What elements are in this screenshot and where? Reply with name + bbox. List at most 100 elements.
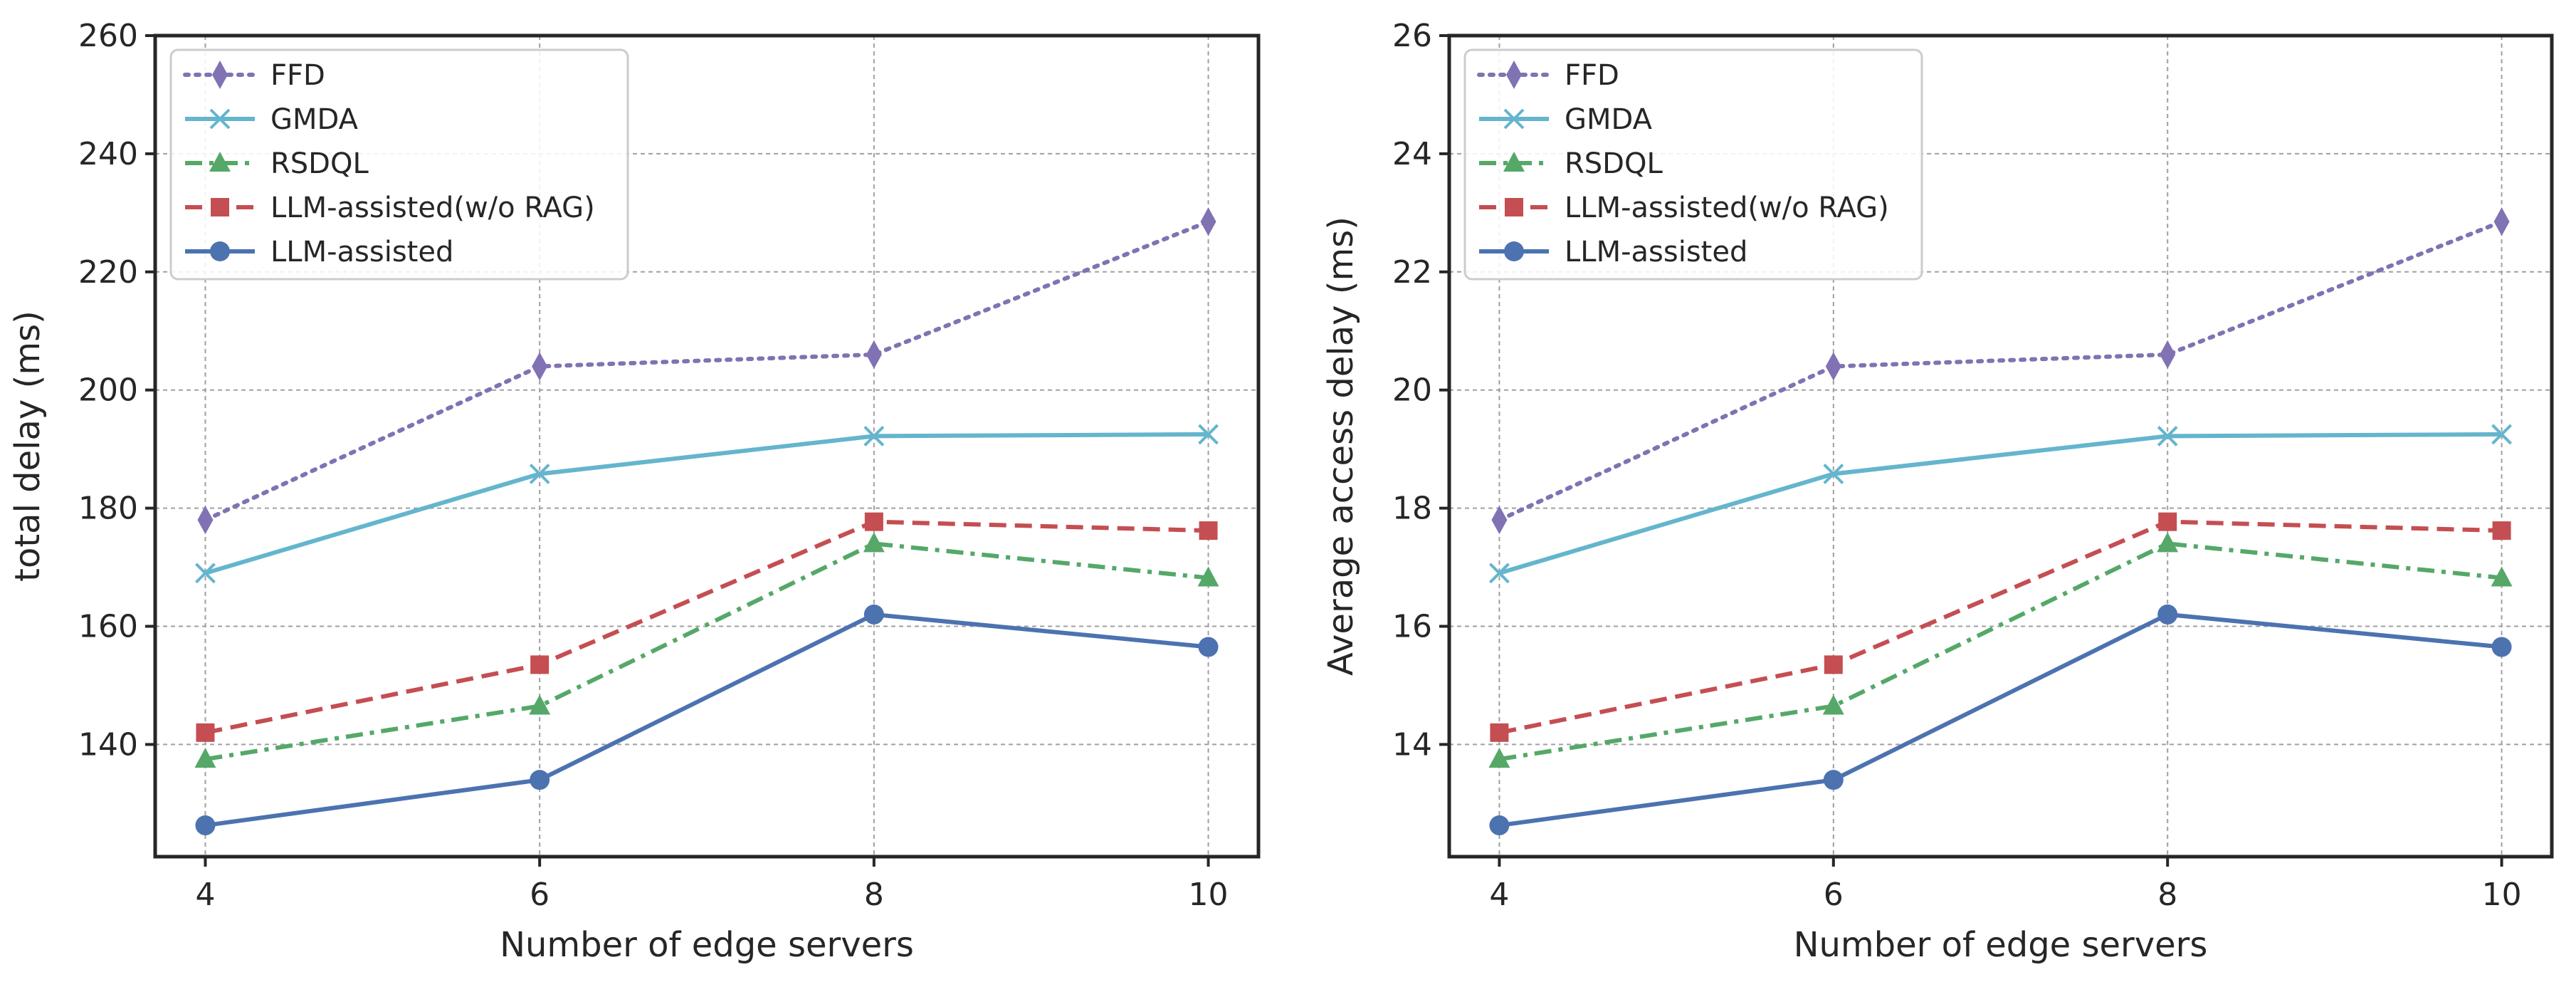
x-axis-title: Number of edge servers [1794,925,2208,965]
y-tick-label: 140 [78,726,138,763]
legend: FFD GMDA RSDQL LLM-assisted(w/o RAG) LLM-ass… [1463,48,1923,281]
legend-label: GMDA [1565,103,1653,136]
legend: FFD GMDA RSDQL LLM-assisted(w/o RAG) LLM-ass… [169,48,629,281]
data-point [1824,655,1843,674]
y-tick-label: 20 [1392,372,1432,409]
legend-label: LLM-assisted(w/o RAG) [1565,192,1889,224]
x-tick-label: 8 [864,877,884,913]
legend-label: LLM-assisted [270,236,453,268]
data-point [529,694,551,715]
data-point [2157,604,2178,625]
legend-label: GMDA [270,103,359,136]
data-point [2158,512,2177,531]
y-tick-label: 260 [78,18,138,54]
legend-marker [1503,152,1525,172]
x-tick-label: 4 [1489,877,1509,913]
legend-marker [209,152,231,172]
data-point [1823,464,1844,484]
y-axis-title: Average access delay (ms) [1321,216,1361,676]
data-point [863,532,885,553]
data-point [1490,723,1509,742]
legend-marker [1504,241,1524,261]
chart-panel-2: 14 16 18 20 22 24 26 4 6 8 10 Number of edge server… [1321,18,2554,965]
axes-frame [153,33,1261,859]
x-tick-label: 10 [1189,877,1229,913]
series-line-llm-assisted-w-o-rag- [1498,519,2502,735]
data-point [1822,694,1844,715]
legend-marker [212,61,228,89]
data-point [1199,521,1218,540]
x-axis-title: Number of edge servers [500,925,914,965]
legend-marker [1503,108,1525,130]
data-point [1197,566,1219,587]
chart-panel-1: 140 160 180 200 220 240 260 4 6 8 10 Number of edge… [8,18,1261,965]
data-point [532,352,548,381]
data-point [529,464,550,484]
y-axis-title: total delay (ms) [8,310,48,582]
y-tick-label: 16 [1392,608,1432,644]
data-point [2491,566,2513,587]
legend-marker [210,241,230,261]
y-tick-label: 220 [78,254,138,291]
data-point [2491,424,2513,445]
x-tick-label: 6 [1824,877,1844,913]
data-point [2157,532,2179,553]
legend-label: FFD [1565,59,1619,92]
y-tick-label: 160 [78,608,138,644]
data-point [197,506,214,535]
data-point [1198,637,1219,657]
x-tick-label: 8 [2157,877,2177,913]
data-point [194,748,216,768]
y-tick-label: 240 [78,136,138,172]
series-line-gmda [204,432,1209,575]
axes-frame [1447,33,2554,859]
data-point [530,770,550,790]
data-point [530,655,550,674]
data-point [2492,521,2511,540]
legend-box [169,48,629,281]
legend-label: LLM-assisted(w/o RAG) [270,192,595,224]
legend-marker [209,108,231,130]
data-point [866,340,882,369]
series-line-ffd [203,219,1211,523]
data-point [1488,748,1510,768]
legend-label: RSDQL [1565,147,1663,180]
y-tick-label: 18 [1392,491,1432,527]
data-point [1825,352,1841,381]
series-line-llm-assisted [1499,612,2502,828]
data-point [2493,207,2510,236]
legend-box [1463,48,1923,281]
data-point [1198,424,1219,445]
y-tick-label: 26 [1392,18,1432,54]
legend-label: RSDQL [270,147,369,180]
legend-label: FFD [270,59,325,92]
series-line-gmda [1498,432,2502,575]
data-point [1491,506,1508,535]
data-point [864,512,883,531]
series-line-llm-assisted [205,612,1209,828]
data-point [863,604,884,625]
data-point [1823,770,1844,790]
y-tick-label: 24 [1392,136,1432,172]
data-point [196,723,215,742]
data-point [2160,340,2176,369]
legend-marker [1505,198,1523,216]
legend-marker [211,198,229,216]
data-point [863,425,885,446]
legend-label: LLM-assisted [1565,236,1747,268]
legend-marker [1506,61,1522,89]
series-line-rsdql [204,541,1209,762]
y-tick-label: 200 [78,372,138,409]
y-tick-label: 22 [1392,254,1432,291]
data-point [195,815,216,836]
data-point [2157,425,2178,446]
data-point [1489,815,1510,836]
y-tick-label: 180 [78,491,138,527]
x-tick-label: 10 [2482,877,2522,913]
x-tick-label: 4 [195,877,215,913]
data-point [2491,637,2512,657]
data-point [195,563,216,584]
series-line-rsdql [1498,541,2502,762]
data-point [1488,563,1510,584]
